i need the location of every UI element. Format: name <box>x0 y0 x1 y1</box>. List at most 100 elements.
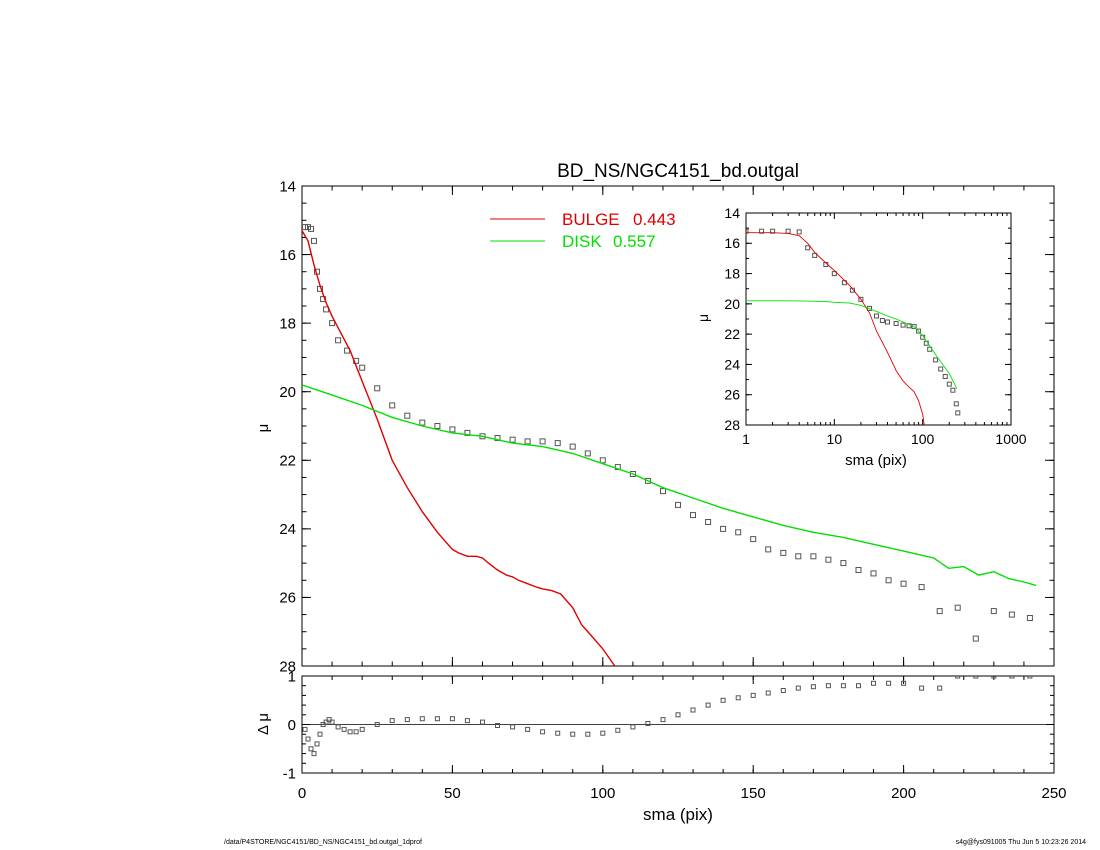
resid-data-point <box>973 676 979 679</box>
resid-data-point <box>335 724 341 730</box>
inset-data-point <box>938 366 944 372</box>
inset-bulge-line <box>746 232 925 425</box>
resid-data-point <box>353 729 359 735</box>
inset-plot-panel: 1 10 100 1000 14 16 18 20 22 24 26 28 <box>724 205 1026 447</box>
main-data-point <box>554 440 561 447</box>
inset-data-point <box>916 328 922 334</box>
resid-data-point <box>840 683 846 689</box>
resid-data-point <box>317 731 323 737</box>
main-data-point <box>494 435 501 441</box>
main-data-point <box>524 438 531 445</box>
resid-data-point <box>615 727 621 733</box>
resid-data-point <box>886 680 892 686</box>
resid-data-point <box>660 717 666 723</box>
inset-data-point <box>831 271 837 277</box>
resid-data-point <box>645 721 651 726</box>
residual-y-axis-label: Δ μ <box>255 713 272 735</box>
main-data-point <box>644 477 651 484</box>
main-data-point <box>1026 615 1033 621</box>
main-data-point <box>870 570 877 577</box>
inset-y-tick-label: 28 <box>724 417 740 433</box>
x-axis-label: sma (pix) <box>643 805 713 824</box>
main-data-point <box>629 471 636 477</box>
inset-y-tick-label: 18 <box>724 265 740 281</box>
inset-data-point <box>906 323 912 329</box>
main-y-tick-label: 14 <box>279 178 296 195</box>
main-series <box>302 224 1037 666</box>
resid-x-tick-label: 150 <box>741 785 766 802</box>
main-data-point <box>900 580 907 587</box>
inset-data-point <box>785 228 791 234</box>
inset-data-point <box>946 381 952 387</box>
main-data-point <box>599 457 606 464</box>
legend-disk-value: 0.557 <box>613 232 656 251</box>
footer-file-path: /data/P4STORE/NGC4151/BD_NS/NGC4151_bd.o… <box>224 839 422 846</box>
main-data-point <box>675 501 681 508</box>
main-data-point <box>918 584 925 591</box>
resid-x-tick-label: 250 <box>1041 785 1066 802</box>
inset-data-point <box>812 252 818 258</box>
resid-x-tick-label: 200 <box>891 785 916 802</box>
legend-bulge-value: 0.443 <box>633 210 676 229</box>
main-y-tick-label: 24 <box>279 521 296 538</box>
resid-data-point <box>780 688 786 693</box>
residual-plot-panel: 0 50 100 150 200 250-101 <box>283 668 1067 802</box>
resid-data-point <box>347 729 353 735</box>
resid-data-point <box>810 684 816 690</box>
resid-data-point <box>705 702 711 708</box>
resid-y-tick-label: 0 <box>288 717 296 734</box>
main-data-point <box>765 546 772 553</box>
resid-data-point <box>434 716 440 722</box>
main-data-point <box>308 225 314 232</box>
inset-data-point <box>796 229 802 235</box>
main-data-point <box>311 237 317 244</box>
resid-data-point <box>765 690 771 696</box>
resid-y-tick-label: 1 <box>288 668 296 685</box>
inset-y-tick-label: 14 <box>724 205 740 221</box>
resid-data-point <box>449 716 455 722</box>
resid-data-point <box>1027 676 1033 679</box>
legend-bulge-label: BULGE <box>562 210 620 229</box>
resid-data-point <box>374 722 380 727</box>
main-frame <box>301 185 1055 667</box>
inset-data-point <box>942 374 948 379</box>
main-data-point <box>660 488 666 495</box>
resid-data-point <box>308 746 314 752</box>
main-data-point <box>810 553 817 560</box>
inset-data-point <box>746 228 749 234</box>
main-data-point <box>359 364 366 371</box>
resid-data-point <box>305 736 311 742</box>
main-data-point <box>972 635 979 642</box>
main-data-point <box>705 519 712 525</box>
resid-x-tick-label: 100 <box>590 785 615 802</box>
resid-data-point <box>329 719 335 725</box>
resid-data-point <box>302 726 308 732</box>
inset-series <box>746 228 961 425</box>
main-data-point <box>329 320 336 327</box>
resid-data-point <box>630 724 636 730</box>
inset-data-point <box>900 322 906 328</box>
resid-data-point <box>314 741 320 747</box>
main-data-point <box>1008 611 1015 618</box>
main-bulge-line <box>302 230 616 666</box>
main-y-tick-label: 20 <box>279 384 296 401</box>
legend: BULGE 0.443 DISK 0.557 <box>490 210 676 251</box>
main-data-point <box>509 436 516 443</box>
inset-data-point <box>805 245 811 251</box>
main-data-point <box>434 423 441 429</box>
main-data-point <box>840 560 847 567</box>
resid-data-point <box>585 731 591 737</box>
main-data-point <box>795 553 802 560</box>
inset-data-point <box>770 228 776 234</box>
resid-data-point <box>404 717 410 723</box>
main-data-point <box>389 402 396 409</box>
resid-data-point <box>825 683 831 689</box>
inset-data-point <box>911 324 917 330</box>
main-data-point <box>449 426 456 433</box>
inset-x-tick-label: 10 <box>827 431 843 447</box>
inset-x-tick-label: 1 <box>742 431 750 447</box>
inset-data-point <box>953 401 959 407</box>
inset-data-point <box>858 296 864 302</box>
resid-data-point <box>871 680 876 686</box>
inset-y-tick-label: 24 <box>724 356 740 372</box>
